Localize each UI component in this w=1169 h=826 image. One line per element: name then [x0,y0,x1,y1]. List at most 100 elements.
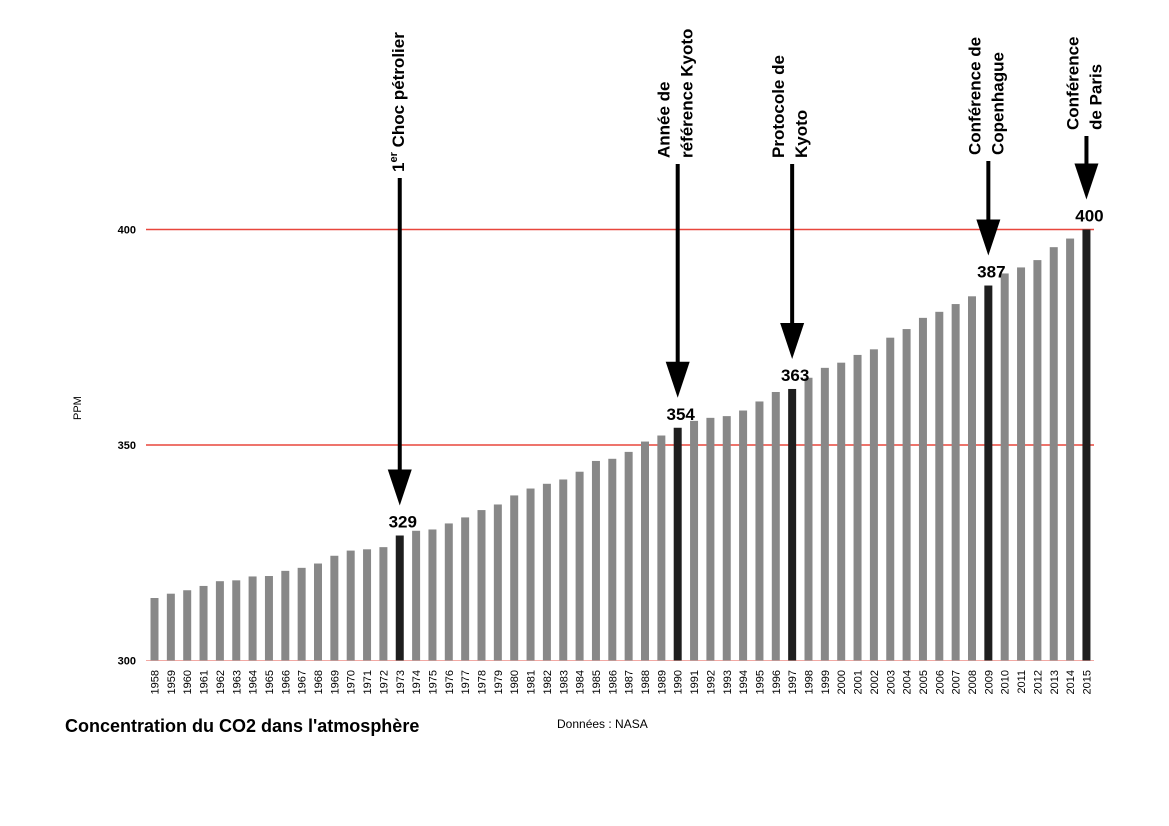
bars-group [150,229,1091,661]
bar-1994 [739,410,748,661]
bar-2001 [853,354,862,661]
bar-1966 [281,570,290,661]
data-label-2009: 387 [977,263,1005,282]
bar-1992 [706,417,715,661]
bar-2007 [951,304,960,661]
x-tick-label: 1993 [722,670,734,694]
annotation-text: référence Kyoto [678,29,697,158]
bar-2013 [1049,247,1058,661]
bar-1985 [591,460,600,661]
bar-1986 [608,458,617,661]
data-source: Données : NASA [557,717,648,731]
x-tick-label: 1986 [607,670,619,694]
arrow-head [665,361,690,398]
annotation-text: Année de [655,81,674,158]
bar-1977 [461,517,470,661]
x-tick-label: 1979 [493,670,505,694]
x-tick-label: 2002 [869,670,881,694]
x-tick-label: 2005 [918,670,930,694]
bar-1975 [428,529,437,661]
x-tick-label: 1980 [509,670,521,694]
bar-1964 [248,576,257,661]
bar-2008 [968,296,976,661]
y-tick-label: 350 [118,440,136,452]
bar-2006 [935,311,944,661]
x-tick-label: 1985 [591,670,603,694]
bar-1978 [477,510,486,661]
bar-1998 [804,377,813,661]
bar-1989 [657,435,666,661]
y-tick-label: 300 [118,656,136,668]
bar-2002 [869,349,878,661]
annotation-text: de Paris [1086,64,1105,130]
x-tick-label: 1996 [771,670,783,694]
x-tick-label: 1966 [280,670,292,694]
annotation-text: Protocole de [769,55,788,158]
x-tick-label: 1965 [264,670,276,694]
x-tick-label: 1982 [542,670,554,694]
bar-1972 [379,547,388,661]
bar-1995 [755,401,764,661]
x-tick-label: 2000 [836,670,848,694]
x-tick-label: 1977 [460,670,472,694]
x-tick-label: 2015 [1081,670,1093,694]
x-tick-label: 1975 [427,670,439,694]
arrow-head [1074,163,1099,200]
x-tick-label: 1992 [705,670,717,694]
bar-1969 [330,555,339,661]
y-tick-labels: 300 350 400 [118,225,136,668]
x-tick-label: 1999 [820,670,832,694]
x-tick-label: 1972 [378,670,390,694]
bar-2012 [1033,260,1042,661]
x-tick-label: 1969 [329,670,341,694]
x-tick-label: 1991 [689,670,701,694]
x-tick-label: 1998 [804,670,816,694]
arrow-head [780,322,805,359]
x-tick-label: 1961 [199,670,211,694]
bar-1971 [363,549,372,661]
bar-1963 [232,580,241,661]
bar-2015 [1082,229,1091,661]
x-tick-label: 1962 [215,670,227,694]
x-tick-label: 1958 [150,670,162,694]
annotation-1997: Protocole de Kyoto [769,55,811,359]
bar-1967 [297,567,306,661]
bar-1996 [771,391,780,661]
x-tick-label: 1984 [575,670,587,694]
x-tick-label: 2006 [934,670,946,694]
bar-1987 [624,451,633,661]
x-tick-label: 2013 [1049,670,1061,694]
bar-1961 [199,585,208,661]
x-tick-label: 1960 [182,670,194,694]
x-tick-label: 2011 [1016,670,1028,694]
data-label-2015: 400 [1075,207,1103,226]
data-label-1973: 329 [389,513,417,532]
bar-2005 [918,317,927,661]
annotation-2015: Conférence de Paris [1063,36,1105,200]
data-label-1997: 363 [781,366,809,385]
x-tick-label: 2001 [853,670,865,694]
x-tick-label: 1967 [297,670,309,694]
bar-1973 [395,535,404,661]
data-label-1990: 354 [667,405,696,424]
annotation-text: Copenhague [988,52,1007,155]
bar-2014 [1066,238,1075,661]
bar-1982 [542,483,551,661]
bar-1984 [575,471,584,661]
annotation-2009: Conférence de Copenhague [965,37,1007,256]
bar-1958 [150,598,159,661]
x-tick-label: 1971 [362,670,374,694]
bar-1988 [641,441,649,661]
bar-2004 [902,329,911,661]
x-tick-label: 1987 [624,670,636,694]
annotation-text: Conférence [1063,36,1082,130]
x-tick-label: 1989 [656,670,668,694]
bar-1990 [673,427,682,661]
bar-1959 [166,593,175,661]
bar-1981 [526,488,535,661]
bar-1970 [346,550,355,661]
x-tick-label: 2012 [1032,670,1044,694]
annotation-text: 1er Choc pétrolier [388,32,408,172]
x-tick-label: 1963 [231,670,243,694]
